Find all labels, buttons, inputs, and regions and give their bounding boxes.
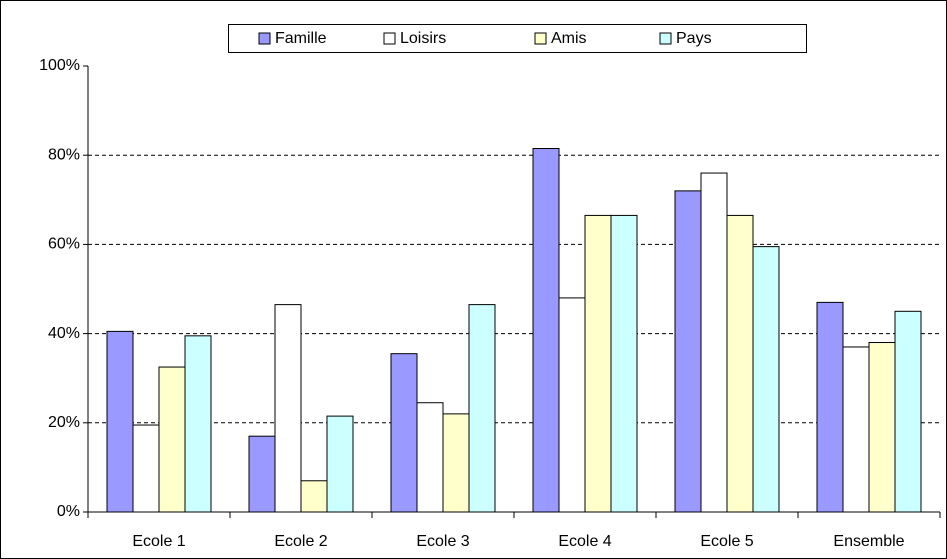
y-tick-label: 80% bbox=[48, 146, 80, 163]
bar bbox=[532, 148, 560, 513]
bar bbox=[442, 413, 470, 513]
y-tick-label: 60% bbox=[48, 236, 80, 253]
legend-label: Famille bbox=[275, 30, 327, 47]
bar bbox=[274, 304, 302, 513]
bar bbox=[816, 301, 844, 513]
bar bbox=[468, 304, 496, 513]
bar bbox=[390, 353, 418, 513]
bar bbox=[610, 214, 638, 513]
bar bbox=[184, 335, 212, 513]
bar bbox=[700, 172, 728, 513]
bar bbox=[752, 246, 780, 513]
legend-swatch bbox=[659, 32, 672, 45]
legend-label: Loisirs bbox=[400, 30, 446, 47]
legend-box bbox=[228, 24, 807, 53]
bar bbox=[248, 435, 276, 513]
x-tick-label: Ecole 1 bbox=[132, 533, 185, 550]
bar bbox=[558, 297, 586, 513]
legend-label: Amis bbox=[551, 30, 587, 47]
legend-label: Pays bbox=[676, 30, 712, 47]
legend-swatch bbox=[383, 32, 396, 45]
bar bbox=[158, 366, 186, 513]
y-tick-label: 100% bbox=[39, 57, 80, 74]
bar bbox=[106, 330, 134, 513]
bar bbox=[868, 342, 896, 513]
y-tick-label: 20% bbox=[48, 414, 80, 431]
y-tick-label: 40% bbox=[48, 325, 80, 342]
bar bbox=[842, 346, 870, 513]
x-tick-label: Ensemble bbox=[833, 533, 904, 550]
x-tick-label: Ecole 4 bbox=[558, 533, 611, 550]
bar bbox=[132, 424, 160, 513]
bar bbox=[894, 310, 922, 513]
legend-swatch bbox=[534, 32, 547, 45]
bar bbox=[326, 415, 354, 513]
legend-swatch bbox=[258, 32, 271, 45]
bar bbox=[674, 190, 702, 513]
bar bbox=[300, 480, 328, 513]
x-tick-label: Ecole 5 bbox=[700, 533, 753, 550]
bar bbox=[584, 214, 612, 513]
y-tick-label: 0% bbox=[57, 503, 80, 520]
bar bbox=[726, 214, 754, 513]
bar bbox=[416, 402, 444, 513]
x-tick-label: Ecole 3 bbox=[416, 533, 469, 550]
x-tick-label: Ecole 2 bbox=[274, 533, 327, 550]
